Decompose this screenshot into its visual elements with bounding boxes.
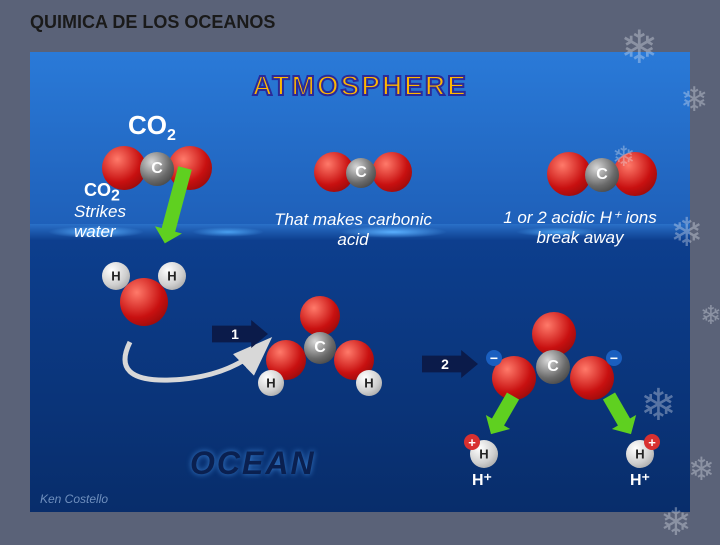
- oxygen-atom: [613, 152, 657, 196]
- snowflake-icon: ❄: [700, 300, 720, 331]
- co2-formula-large: CO2: [128, 110, 176, 145]
- co2-sub: 2: [167, 127, 176, 144]
- hydrogen-atom: H: [258, 370, 284, 396]
- minus-charge-icon: −: [486, 350, 502, 366]
- atom-label: C: [314, 339, 326, 357]
- atom-label: H: [479, 447, 488, 462]
- atom-label: H: [266, 376, 275, 391]
- label-strikes-water: Strikeswater: [74, 202, 126, 241]
- atom-label: H: [635, 447, 644, 462]
- label-ions-break: 1 or 2 acidic H⁺ ionsbreak away: [480, 208, 680, 247]
- credit-text: Ken Costello: [40, 492, 108, 506]
- plus-charge-icon: +: [464, 434, 480, 450]
- carbon-atom: C: [536, 350, 570, 384]
- label-carbonic-acid: That makes carbonicacid: [258, 210, 448, 249]
- atom-label: C: [355, 164, 367, 182]
- hydrogen-atom: H: [356, 370, 382, 396]
- carbon-atom: C: [304, 332, 336, 364]
- plus-charge-icon: +: [644, 434, 660, 450]
- carbon-atom: C: [346, 158, 376, 188]
- atom-label: H: [364, 376, 373, 391]
- step-number: 1: [231, 326, 239, 342]
- oxygen-atom: [372, 152, 412, 192]
- carbon-atom: C: [140, 152, 174, 186]
- atmosphere-title: ATMOSPHERE: [252, 70, 468, 102]
- snowflake-icon: ❄: [688, 450, 715, 488]
- ion-label-right: H⁺: [630, 470, 650, 490]
- ion-label-left: H⁺: [472, 470, 492, 490]
- co2-text: CO: [128, 110, 167, 140]
- atom-label: C: [547, 358, 559, 376]
- atom-label: C: [151, 160, 163, 178]
- carbon-atom: C: [585, 158, 619, 192]
- minus-charge-icon: −: [606, 350, 622, 366]
- ocean-chemistry-diagram: ATMOSPHERE OCEAN CO2 CO2 Strikeswater Th…: [30, 52, 690, 512]
- atom-label: C: [596, 166, 608, 184]
- slide-title: QUIMICA DE LOS OCEANOS: [30, 12, 275, 33]
- ocean-title: OCEAN: [190, 445, 316, 482]
- step-number: 2: [441, 356, 449, 372]
- oxygen-atom: [300, 296, 340, 336]
